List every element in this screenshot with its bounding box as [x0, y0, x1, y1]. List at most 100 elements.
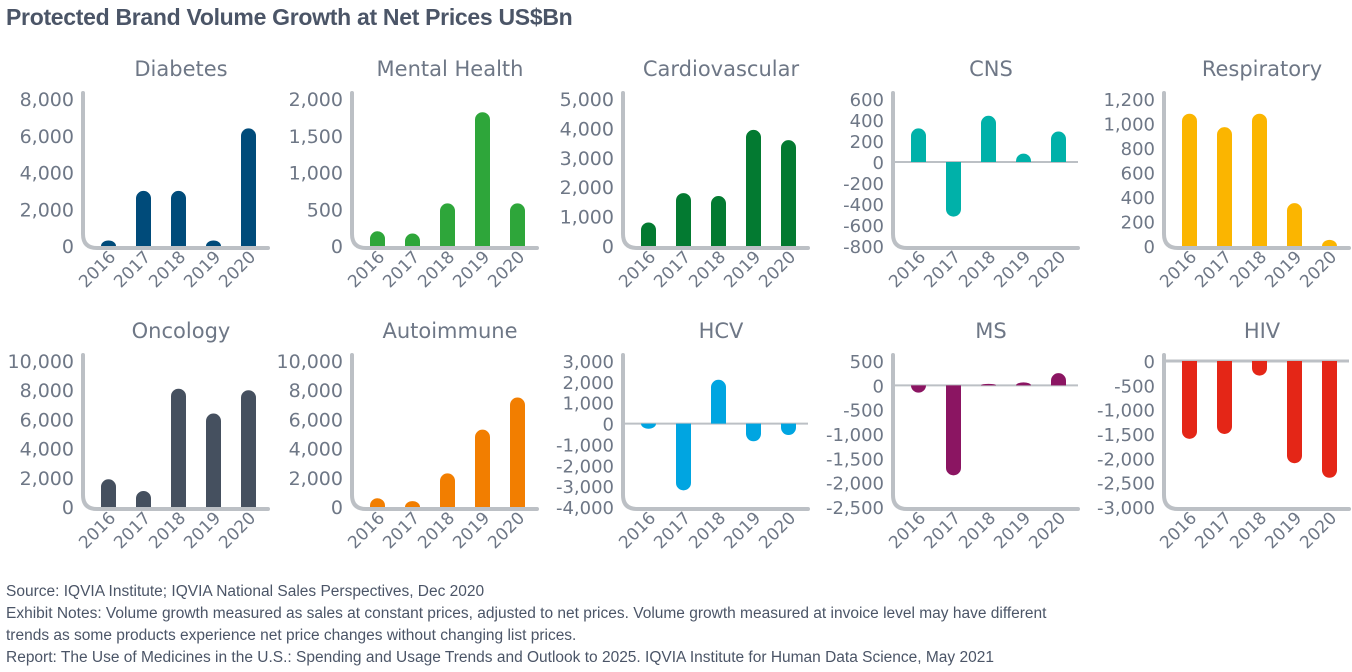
y-tick-label: 0: [603, 415, 614, 436]
axis: [891, 353, 1080, 511]
axis: [81, 353, 270, 511]
x-tick-label: 2019: [180, 247, 225, 292]
bar-2016: [641, 222, 657, 246]
bar-2018: [440, 473, 455, 507]
y-tick-label: -2,500: [1097, 474, 1155, 495]
y-tick-label: 1,200: [1103, 90, 1155, 111]
x-tick-label: 2017: [379, 247, 424, 292]
y-tick-label: 2,000: [289, 468, 343, 490]
bar-2016: [1182, 113, 1197, 246]
x-tick-label: 2017: [1191, 508, 1236, 553]
y-tick-label: 500: [307, 199, 343, 221]
x-tick-label: 2017: [1191, 247, 1236, 292]
axis: [621, 91, 810, 250]
y-tick-label: 0: [62, 497, 74, 519]
bar-2018: [981, 383, 996, 386]
y-tick-label: 8,000: [289, 380, 343, 402]
x-tick-label: 2020: [215, 508, 260, 553]
x-tick-label: 2017: [650, 508, 695, 553]
y-tick-label: 0: [1144, 237, 1155, 258]
y-tick-label: -1,000: [556, 435, 614, 456]
bar-2017: [405, 233, 420, 246]
y-tick-label: 200: [1121, 213, 1155, 234]
panel-hcv: HCV -4,000-3,000-2,000-1,00001,0002,0003,…: [556, 319, 810, 553]
panel-title: Mental Health: [377, 57, 524, 81]
bar-2016: [101, 479, 116, 507]
x-tick-label: 2016: [1156, 508, 1201, 553]
bar-2017: [1217, 361, 1232, 434]
y-tick-label: 3,000: [560, 148, 614, 170]
bar-2019: [746, 423, 761, 442]
x-tick-label: 2018: [414, 247, 459, 292]
x-tick-label: 2020: [1025, 247, 1070, 292]
y-tick-label: -200: [843, 174, 884, 195]
bar-2017: [405, 501, 420, 507]
bar-2016: [1182, 361, 1197, 439]
panel-title: CNS: [969, 57, 1013, 81]
y-tick-label: 1,000: [1103, 115, 1155, 136]
bar-2020: [1051, 373, 1066, 386]
bar-2020: [781, 423, 796, 436]
bar-2020: [241, 128, 256, 246]
panel-autoimmune: Autoimmune 0 2,000 4,000 6,000 8,000 10,000 201…: [277, 319, 539, 553]
y-tick-label: 1,000: [289, 163, 343, 185]
y-tick-label: 2,000: [20, 199, 74, 221]
x-tick-label: 2016: [885, 508, 930, 553]
x-tick-label: 2019: [720, 247, 765, 292]
y-tick-label: 600: [850, 90, 884, 111]
panel-diabetes: Diabetes02,0004,0006,0008,00020162017201…: [20, 57, 270, 292]
exhibit-notes-line2: trends as some products experience net p…: [6, 627, 577, 644]
y-tick-label: 800: [1121, 139, 1155, 160]
panel-title: Cardiovascular: [643, 57, 800, 81]
bar-2019: [1287, 203, 1302, 246]
bar-2019: [206, 413, 221, 507]
y-tick-label: -2,000: [826, 474, 884, 495]
x-tick-label: 2020: [755, 247, 800, 292]
bar-2016: [641, 423, 657, 429]
y-tick-label: -2,000: [1097, 449, 1155, 470]
y-tick-label: 6,000: [20, 409, 74, 431]
y-tick-label: -1,500: [1097, 425, 1155, 446]
y-tick-label: -500: [1114, 376, 1155, 397]
y-tick-label: 4,000: [20, 163, 74, 185]
x-tick-label: 2019: [990, 247, 1035, 292]
x-tick-label: 2020: [484, 247, 529, 292]
bar-2019: [1016, 153, 1031, 162]
y-tick-label: 0: [62, 236, 74, 258]
bar-2020: [1322, 361, 1337, 478]
y-tick-label: -2,000: [556, 456, 614, 477]
y-tick-label: 5,000: [560, 89, 614, 111]
axis: [1162, 91, 1351, 250]
panel-ms: MS-2,500-2,000-1,500-1,000-5000500201620…: [826, 319, 1080, 553]
y-tick-label: 2,000: [289, 89, 343, 111]
y-tick-label: 600: [1121, 164, 1155, 185]
y-tick-label: 10,000: [277, 351, 343, 373]
bar-2019: [746, 129, 761, 246]
y-tick-label: 400: [1121, 188, 1155, 209]
bar-2019: [1016, 382, 1031, 386]
bar-2016: [911, 385, 926, 393]
x-tick-label: 2018: [685, 247, 730, 292]
bar-2019: [206, 240, 221, 246]
bar-2017: [946, 162, 961, 217]
source-note: Source: IQVIA Institute; IQVIA National …: [6, 583, 485, 600]
x-tick-label: 2016: [1156, 247, 1201, 292]
y-tick-label: -3,000: [1097, 498, 1155, 519]
panel-title: Respiratory: [1202, 57, 1322, 81]
bar-2016: [370, 498, 385, 507]
x-tick-label: 2019: [1261, 247, 1306, 292]
x-tick-label: 2016: [615, 508, 660, 553]
x-tick-label: 2019: [449, 508, 494, 553]
bar-2019: [475, 112, 490, 246]
panel-respiratory: Respiratory02004006008001,0001,200201620…: [1103, 57, 1351, 292]
bar-2020: [1051, 131, 1066, 162]
panel-title: HCV: [699, 319, 744, 343]
report-note: Report: The Use of Medicines in the U.S.…: [6, 649, 994, 666]
x-tick-label: 2017: [650, 247, 695, 292]
y-tick-label: -600: [843, 216, 884, 237]
axis: [350, 353, 539, 511]
y-tick-label: 0: [1144, 352, 1155, 373]
x-tick-label: 2020: [755, 508, 800, 553]
y-tick-label: 500: [850, 352, 884, 373]
panel-hiv: HIV -3,000 -2,500 -2,000 -1,500 -1,000 -500 0 20…: [1097, 319, 1351, 553]
